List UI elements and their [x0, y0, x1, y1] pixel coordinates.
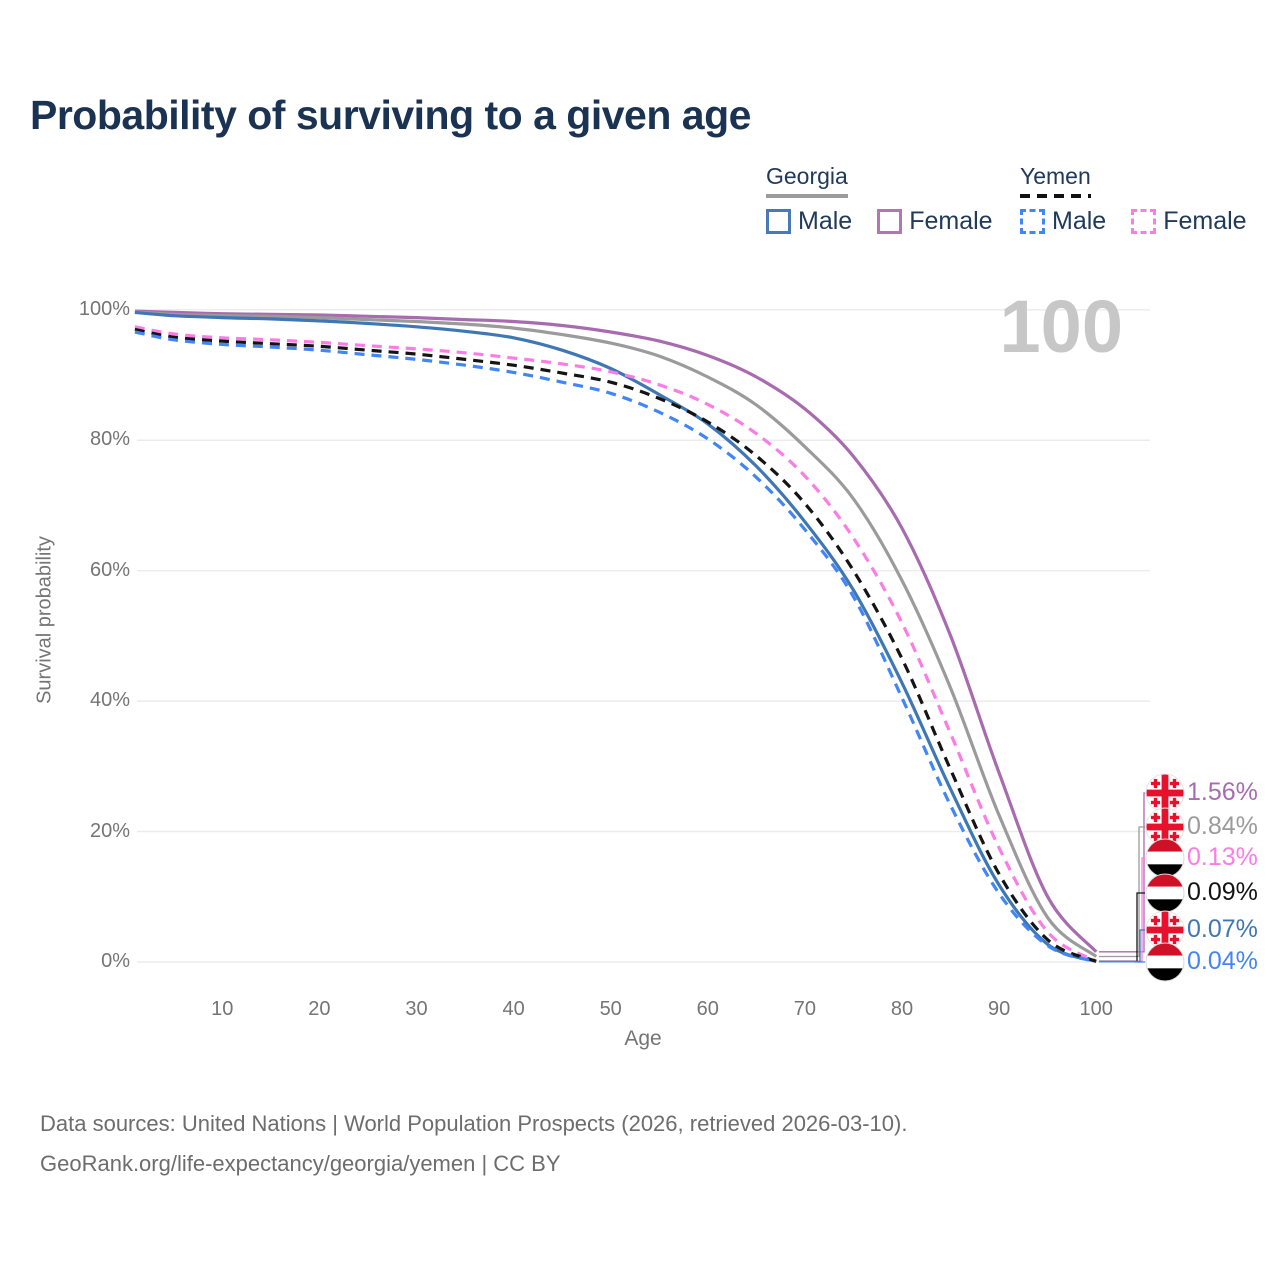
legend-item-label: Male	[798, 207, 853, 235]
legend-item-label: Male	[1052, 207, 1107, 235]
series-line-yemen-both-sexes[interactable]	[134, 327, 1097, 963]
end-label-leader-georgia-both-sexes	[1099, 826, 1145, 958]
end-value-label-georgia-both-sexes: 0.84%	[1187, 812, 1258, 840]
x-tick-label-90: 90	[987, 998, 1011, 1020]
legend-group-title-yemen: Yemen	[1020, 163, 1091, 189]
x-tick-label-20: 20	[308, 998, 331, 1020]
georgia-flag-cross	[1146, 774, 1184, 812]
legend-item-label: Female	[909, 207, 993, 235]
y-tick-label-100%: 100%	[78, 297, 130, 320]
georgia-flag-cross	[1146, 808, 1184, 846]
end-value-label-georgia-male: 0.07%	[1187, 915, 1258, 943]
x-axis-title: Age	[624, 1027, 662, 1050]
page-title: Probability of surviving to a given age	[30, 92, 751, 138]
age-indicator-watermark: 100	[999, 285, 1123, 368]
x-tick-label-60: 60	[696, 998, 719, 1020]
end-value-label-yemen-male: 0.04%	[1187, 947, 1258, 975]
legend-item-georgia-male[interactable]: Male	[766, 207, 852, 236]
legend-item-georgia-female[interactable]: Female	[877, 207, 993, 236]
x-tick-label-70: 70	[793, 998, 817, 1020]
series-line-georgia-both-sexes[interactable]	[134, 310, 1098, 958]
legend-swatch-icon	[1131, 209, 1157, 234]
x-tick-label-80: 80	[890, 998, 914, 1020]
y-tick-label-20%: 20%	[89, 819, 130, 842]
series-line-georgia-female[interactable]	[134, 309, 1098, 953]
legend-item-yemen-male[interactable]: Male	[1020, 207, 1106, 236]
yemen-flag-icon	[1146, 839, 1184, 877]
legend-group-title-georgia: Georgia	[766, 163, 848, 189]
end-value-label-georgia-female: 1.56%	[1187, 778, 1258, 806]
legend-swatch-icon	[1020, 209, 1045, 234]
x-tick-label-100: 100	[1079, 998, 1113, 1020]
georgia-flag-cross	[1146, 911, 1184, 949]
footer-attribution: GeoRank.org/life-expectancy/georgia/yeme…	[40, 1151, 561, 1176]
x-tick-label-10: 10	[211, 998, 234, 1020]
legend-swatch-icon	[766, 209, 791, 234]
x-tick-label-40: 40	[502, 998, 525, 1020]
end-label-leader-yemen-both-sexes	[1099, 892, 1145, 963]
yemen-flag-ring	[1145, 942, 1185, 982]
legend: Georgia Male Female Yemen	[0, 163, 1280, 243]
end-label-leader-yemen-female	[1099, 857, 1145, 962]
x-tick-label-30: 30	[405, 998, 428, 1020]
legend-swatch-icon	[877, 209, 903, 234]
footer: Data sources: United Nations | World Pop…	[40, 1104, 907, 1184]
yemen-flag-icon	[1146, 874, 1184, 912]
footer-data-sources: Data sources: United Nations | World Pop…	[40, 1111, 908, 1136]
y-axis-title: Survival probability	[33, 536, 56, 704]
end-label-leader-georgia-female	[1099, 792, 1145, 953]
y-tick-label-0%: 0%	[101, 950, 130, 972]
legend-underline-yemen	[1020, 194, 1091, 198]
x-tick-label-50: 50	[599, 998, 622, 1020]
series-line-yemen-male[interactable]	[134, 330, 1097, 964]
legend-underline-georgia	[766, 194, 848, 198]
y-tick-label-60%: 60%	[89, 558, 130, 581]
legend-group-yemen: Yemen Male Female	[1020, 163, 1272, 236]
series-line-georgia-male[interactable]	[134, 310, 1097, 964]
end-value-label-yemen-both-sexes: 0.09%	[1187, 878, 1258, 906]
series-line-yemen-female[interactable]	[134, 325, 1098, 963]
y-tick-label-80%: 80%	[89, 428, 130, 451]
yemen-flag-icon	[1146, 943, 1184, 981]
legend-group-georgia: Georgia Male Female	[766, 163, 1018, 236]
end-value-label-yemen-female: 0.13%	[1187, 843, 1258, 871]
legend-item-yemen-female[interactable]: Female	[1131, 207, 1247, 236]
legend-item-label: Female	[1163, 207, 1247, 235]
y-tick-label-40%: 40%	[89, 689, 130, 712]
